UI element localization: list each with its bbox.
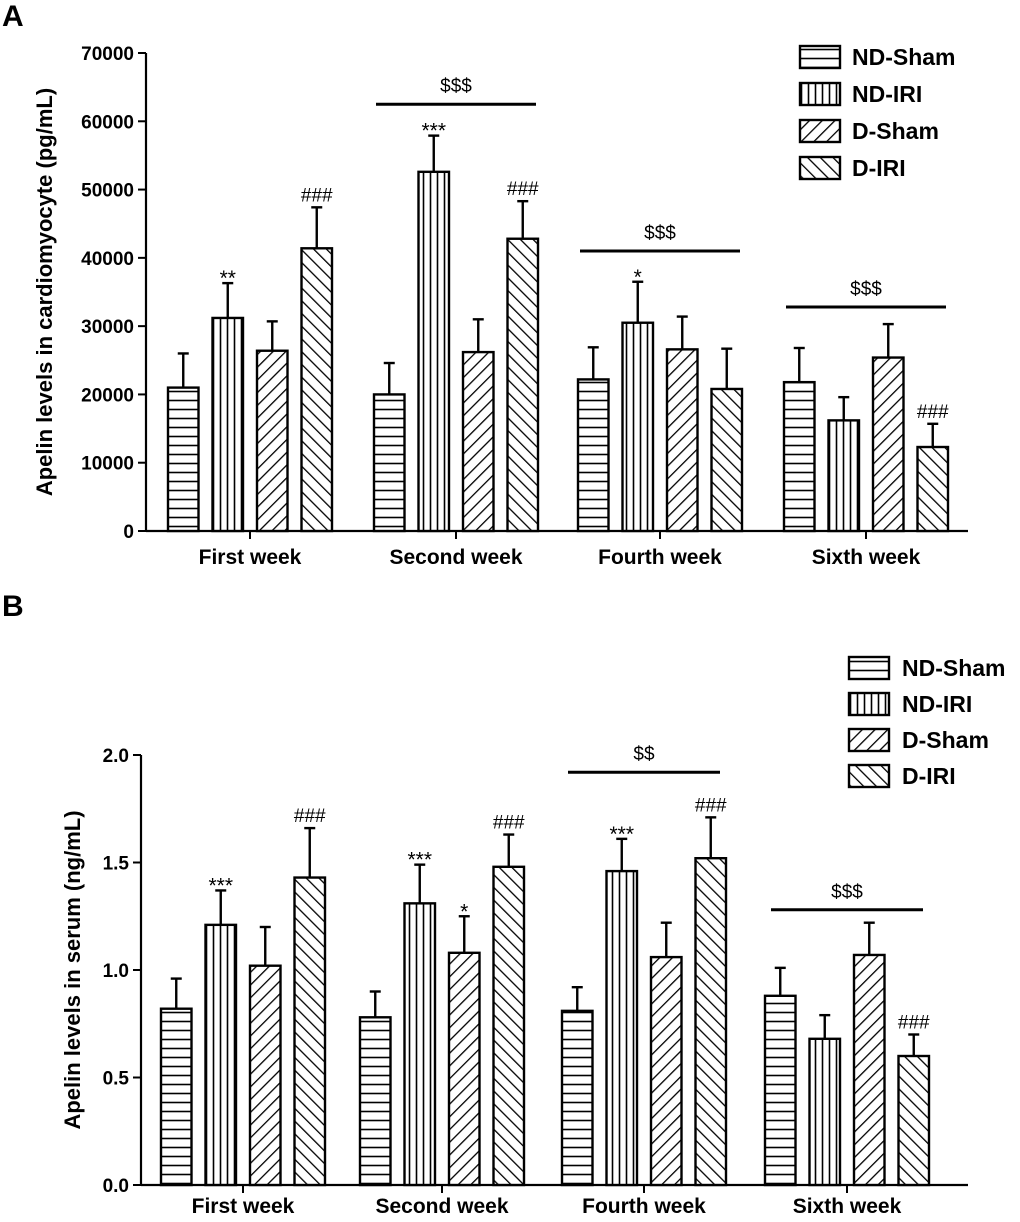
panel-b-chart: B 0.0 0.5 1.0 1.5 2.0 Apelin levels in serum (…	[2, 590, 1006, 1218]
legend-label: D-Sham	[852, 118, 939, 144]
y-tick-label: 50000	[81, 181, 134, 202]
legend-swatch-nd-sham	[798, 44, 842, 70]
bar-nd-iri	[827, 419, 861, 533]
significance-marker: ###	[917, 402, 949, 423]
bar-nd-iri	[417, 170, 451, 533]
y-tick-label: 20000	[81, 385, 134, 406]
legend-swatch-nd-iri	[847, 691, 891, 717]
bar-d-iri	[710, 387, 744, 533]
x-category-label: First week	[192, 1195, 295, 1217]
legend-label: ND-Sham	[902, 655, 1006, 681]
y-tick-label: 0.0	[103, 1176, 129, 1197]
bar-nd-iri	[211, 316, 245, 533]
legend-label: D-Sham	[902, 727, 989, 753]
significance-marker: *	[460, 900, 468, 923]
comparison-marker: $$$	[831, 882, 863, 903]
bar-d-sham	[852, 953, 886, 1187]
bar-nd-sham	[159, 1007, 193, 1187]
bar-d-sham	[665, 348, 699, 533]
x-category-label: Fourth week	[582, 1195, 706, 1217]
legend-label: ND-IRI	[902, 691, 972, 717]
legend-swatch-nd-iri	[798, 81, 842, 107]
bar-nd-sham	[560, 1009, 594, 1187]
x-category-label: First week	[199, 546, 302, 569]
significance-marker: ***	[609, 823, 634, 846]
legend-label: ND-IRI	[852, 81, 922, 107]
y-tick-label: 2.0	[103, 746, 129, 767]
y-tick-label: 1.5	[103, 854, 130, 875]
y-tick-label: 40000	[81, 249, 134, 270]
significance-marker: ###	[294, 806, 326, 827]
bar-d-sham	[649, 955, 683, 1187]
y-tick-label: 30000	[81, 317, 134, 338]
panel-label: A	[2, 0, 24, 33]
comparison-marker: $$$	[644, 223, 676, 244]
comparison-marker: $$$	[440, 76, 472, 97]
y-axis-label: Apelin levels in serum (ng/mL)	[60, 810, 85, 1129]
y-tick-label: 1.0	[103, 961, 129, 982]
bar-nd-iri	[204, 923, 238, 1187]
bar-nd-iri	[621, 321, 655, 533]
bar-nd-iri	[605, 869, 639, 1187]
bar-nd-iri	[403, 902, 437, 1187]
bar-nd-sham	[576, 378, 610, 533]
legend-label: D-IRI	[852, 155, 906, 181]
legend-swatch-nd-sham	[847, 655, 891, 681]
bar-d-iri	[300, 247, 334, 533]
bar-nd-sham	[782, 380, 816, 533]
legend-swatch-d-iri	[847, 763, 891, 789]
significance-marker: ***	[407, 849, 432, 872]
bar-d-sham	[871, 356, 905, 533]
bar-d-sham	[461, 350, 495, 533]
significance-marker: ***	[208, 874, 233, 897]
significance-marker: ###	[695, 795, 727, 816]
bar-d-iri	[506, 237, 540, 533]
x-category-label: Second week	[375, 1195, 508, 1217]
significance-marker: **	[220, 267, 236, 290]
y-tick-label: 0	[123, 522, 134, 543]
significance-marker: ***	[421, 120, 446, 143]
bar-d-iri	[293, 876, 327, 1187]
legend-swatch-d-iri	[798, 155, 842, 181]
bar-d-sham	[248, 964, 282, 1187]
legend-label: ND-Sham	[852, 44, 956, 70]
bar-d-sham	[447, 951, 481, 1187]
bar-d-iri	[897, 1054, 931, 1187]
legend-swatch-d-sham	[847, 727, 891, 753]
x-category-label: Sixth week	[812, 546, 921, 569]
bar-nd-sham	[372, 393, 406, 533]
bar-nd-sham	[763, 994, 797, 1187]
significance-marker: ###	[507, 179, 539, 200]
significance-marker: *	[634, 266, 642, 289]
x-category-label: Second week	[389, 546, 522, 569]
y-tick-label: 0.5	[103, 1069, 130, 1090]
significance-marker: ###	[898, 1013, 930, 1034]
significance-marker: ###	[301, 185, 333, 206]
comparison-marker: $$$	[850, 279, 882, 300]
x-category-label: Fourth week	[598, 546, 722, 569]
y-tick-label: 10000	[81, 454, 134, 475]
y-tick-label: 70000	[81, 44, 134, 65]
x-category-label: Sixth week	[793, 1195, 902, 1217]
legend-swatch-d-sham	[798, 118, 842, 144]
bar-d-iri	[694, 857, 728, 1187]
bar-nd-iri	[808, 1037, 842, 1187]
panel-label: B	[2, 590, 24, 623]
legend-label: D-IRI	[902, 763, 956, 789]
significance-marker: ###	[493, 813, 525, 834]
bar-nd-sham	[358, 1016, 392, 1187]
y-axis-label: Apelin levels in cardiomyocyte (pg/mL)	[32, 88, 57, 496]
y-tick-label: 60000	[81, 112, 134, 133]
bar-d-sham	[255, 349, 289, 533]
panel-a-chart: A 0 10000 20000 30000 40000 50000 60000 70000 Ape…	[2, 0, 968, 569]
bar-d-iri	[492, 865, 526, 1187]
bar-d-iri	[916, 445, 950, 533]
comparison-marker: $$	[633, 744, 655, 765]
bar-nd-sham	[166, 386, 200, 533]
